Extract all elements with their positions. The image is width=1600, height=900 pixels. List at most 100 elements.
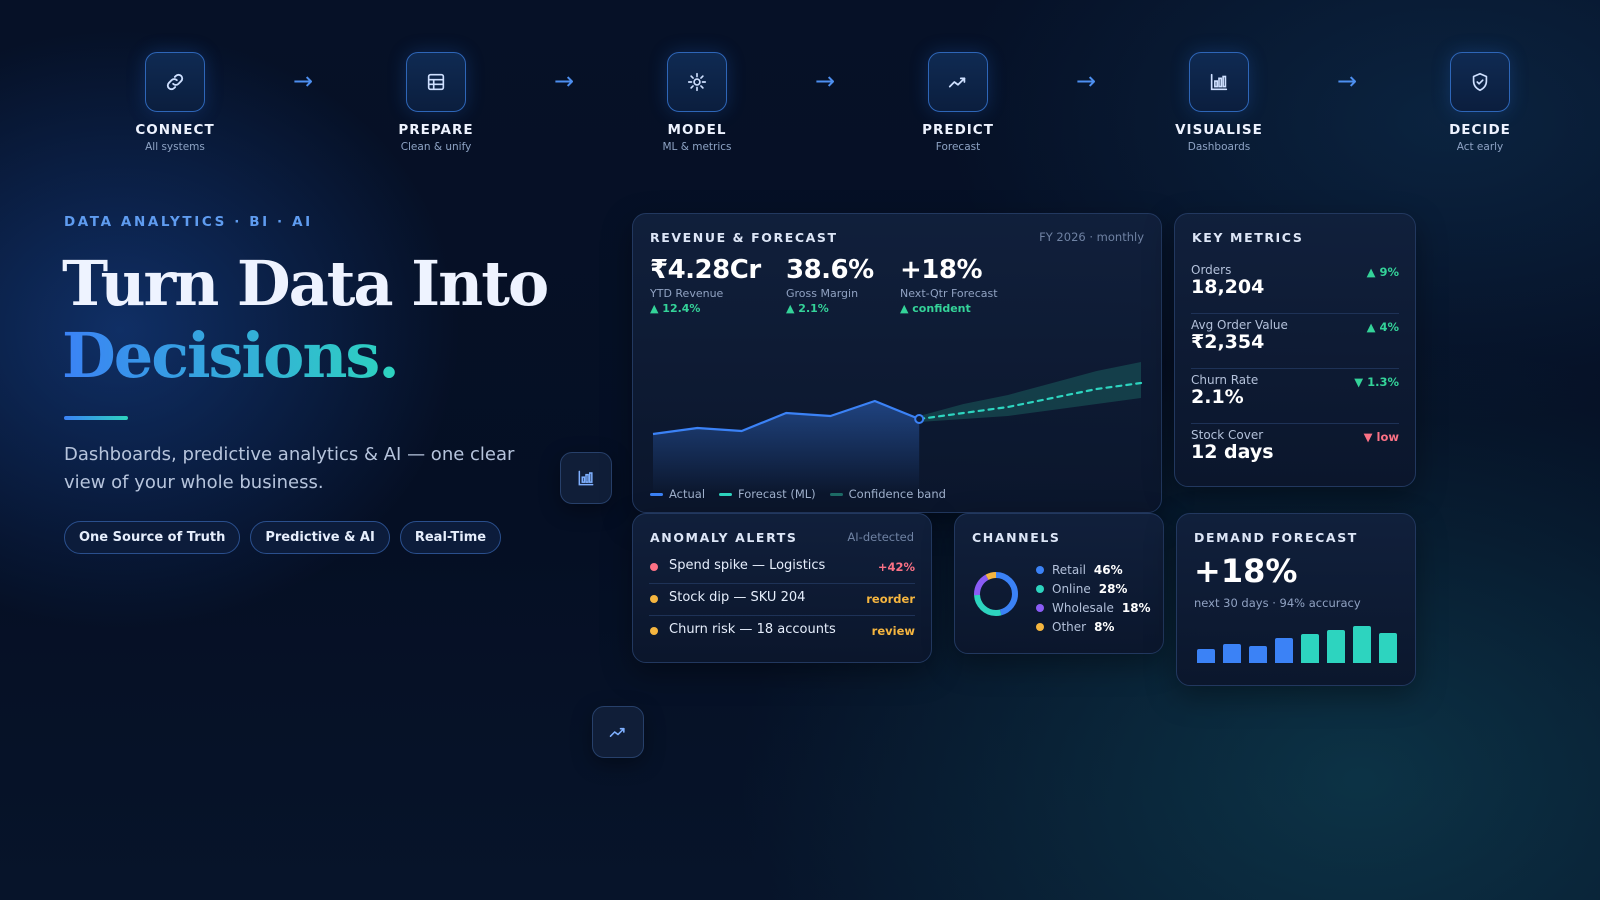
metric-value: ₹2,354 bbox=[1191, 331, 1265, 353]
demand-forecast-card: DEMAND FORECAST +18% next 30 days · 94% … bbox=[1176, 513, 1416, 686]
step-sub: Dashboards bbox=[1187, 141, 1251, 153]
stat-next-qtr-forecast: +18% Next-Qtr Forecast ▲ confident bbox=[900, 254, 998, 315]
bar-chart-icon bbox=[1210, 73, 1228, 91]
step-model[interactable]: MODEL ML & metrics bbox=[627, 52, 767, 153]
step-connect[interactable]: CONNECT All systems bbox=[105, 52, 245, 153]
step-prepare[interactable]: PREPARE Clean & unify bbox=[366, 52, 506, 153]
channel-name: Retail bbox=[1052, 562, 1086, 577]
channel-share: 28% bbox=[1098, 581, 1128, 596]
demand-bar bbox=[1249, 646, 1267, 663]
floating-chart-button[interactable] bbox=[560, 452, 612, 504]
channel-swatch bbox=[1036, 584, 1044, 593]
floating-trend-button[interactable] bbox=[592, 706, 644, 758]
table-icon bbox=[427, 73, 445, 91]
stat-value: 38.6% bbox=[786, 255, 874, 285]
stat-delta: ▲ confident bbox=[900, 302, 971, 315]
key-metrics-card: KEY METRICS Orders 18,204 ▲ 9% Avg Order… bbox=[1174, 213, 1416, 487]
step-prepare-tile[interactable] bbox=[406, 52, 466, 112]
metric-delta: ▲ 4% bbox=[1366, 320, 1399, 334]
arrow-icon: → bbox=[554, 67, 575, 95]
alert-tag: +42% bbox=[877, 560, 915, 574]
demand-bar bbox=[1197, 649, 1215, 663]
card-title: REVENUE & FORECAST bbox=[650, 230, 838, 245]
card-meta: FY 2026 · monthly bbox=[1039, 230, 1144, 244]
demand-bar bbox=[1301, 634, 1319, 663]
alert-item[interactable]: Churn risk — 18 accounts review bbox=[649, 616, 915, 648]
channel-swatch bbox=[1036, 603, 1044, 612]
step-visualise-tile[interactable] bbox=[1189, 52, 1249, 112]
actual-line bbox=[652, 399, 920, 436]
metric-value: 12 days bbox=[1191, 441, 1274, 463]
stat-ytd-revenue: ₹4.28Cr YTD Revenue ▲ 12.4% bbox=[650, 254, 761, 315]
step-model-tile[interactable] bbox=[667, 52, 727, 112]
donut-slice bbox=[974, 572, 1018, 616]
step-label: DECIDE bbox=[1449, 122, 1511, 138]
pill-predictive-ai[interactable]: Predictive & AI bbox=[250, 521, 390, 554]
legend-actual: Actual bbox=[650, 487, 705, 501]
eyebrow: DATA ANALYTICS · BI · AI bbox=[64, 214, 313, 230]
channel-share: 8% bbox=[1094, 619, 1115, 634]
feature-pills: One Source of Truth Predictive & AI Real… bbox=[64, 521, 502, 554]
shield-check-icon bbox=[1472, 72, 1488, 92]
actual-area bbox=[653, 401, 920, 494]
channel-name: Wholesale bbox=[1052, 600, 1114, 615]
demand-value: +18% bbox=[1194, 552, 1298, 590]
channel-wholesale: Wholesale 18% bbox=[1036, 598, 1151, 617]
channels-list: Retail 46% Online 28% Wholesale 18% Other 8% bbox=[1036, 560, 1151, 636]
step-sub: All systems bbox=[145, 141, 205, 153]
step-label: CONNECT bbox=[135, 122, 215, 138]
pill-real-time[interactable]: Real-Time bbox=[399, 521, 502, 554]
step-label: PREPARE bbox=[398, 122, 474, 138]
metric-churn-rate: Churn Rate 2.1% ▼ 1.3% bbox=[1191, 369, 1399, 424]
step-decide[interactable]: DECIDE Act early bbox=[1410, 52, 1550, 153]
step-predict[interactable]: PREDICT Forecast bbox=[888, 52, 1028, 153]
card-title: KEY METRICS bbox=[1192, 230, 1304, 245]
alert-item[interactable]: Stock dip — SKU 204 reorder bbox=[649, 584, 915, 616]
alert-dot bbox=[650, 595, 658, 603]
alert-text: Stock dip — SKU 204 bbox=[669, 590, 806, 605]
metric-delta: ▲ 9% bbox=[1366, 265, 1399, 279]
channel-swatch bbox=[1036, 622, 1044, 631]
channel-share: 18% bbox=[1121, 600, 1151, 615]
metric-delta: ▼ low bbox=[1363, 430, 1399, 444]
alert-text: Churn risk — 18 accounts bbox=[669, 622, 836, 637]
revenue-line-chart bbox=[652, 362, 1143, 494]
step-decide-tile[interactable] bbox=[1450, 52, 1510, 112]
metric-label: Churn Rate bbox=[1191, 373, 1259, 387]
donut-slice bbox=[974, 572, 1018, 616]
metric-label: Orders bbox=[1191, 263, 1232, 277]
step-label: PREDICT bbox=[922, 122, 994, 138]
metric-value: 2.1% bbox=[1191, 386, 1244, 408]
confidence-band bbox=[919, 362, 1141, 422]
donut-slice bbox=[974, 572, 1018, 616]
step-predict-tile[interactable] bbox=[928, 52, 988, 112]
stat-label: YTD Revenue bbox=[650, 287, 724, 300]
stat-label: Gross Margin bbox=[786, 287, 859, 300]
headline: Turn Data Into Decisions. bbox=[62, 248, 549, 392]
stat-delta: ▲ 2.1% bbox=[786, 302, 829, 315]
alert-tag: reorder bbox=[866, 592, 915, 606]
gear-icon bbox=[687, 72, 707, 92]
step-label: VISUALISE bbox=[1175, 122, 1263, 138]
hero-description: Dashboards, predictive analytics & AI — … bbox=[64, 444, 515, 493]
demand-bar bbox=[1223, 644, 1241, 663]
demand-bar bbox=[1327, 630, 1345, 663]
stat-label: Next-Qtr Forecast bbox=[900, 287, 998, 300]
legend-label: Forecast (ML) bbox=[738, 487, 816, 501]
stat-value: ₹4.28Cr bbox=[650, 255, 761, 285]
legend-forecast: Forecast (ML) bbox=[719, 487, 816, 501]
chart-legend: Actual Forecast (ML) Confidence band bbox=[650, 487, 946, 501]
channels-donut bbox=[974, 572, 1018, 616]
channel-name: Other bbox=[1052, 619, 1087, 634]
step-sub: Clean & unify bbox=[400, 141, 472, 153]
stat-value: +18% bbox=[900, 255, 983, 285]
bar-chart-icon bbox=[578, 470, 594, 486]
channel-share: 46% bbox=[1093, 562, 1123, 577]
step-connect-tile[interactable] bbox=[145, 52, 205, 112]
alert-item[interactable]: Spend spike — Logistics +42% bbox=[649, 552, 915, 584]
card-meta: AI-detected bbox=[847, 530, 914, 544]
trend-icon bbox=[948, 77, 966, 88]
step-visualise[interactable]: VISUALISE Dashboards bbox=[1149, 52, 1289, 153]
pill-source-of-truth[interactable]: One Source of Truth bbox=[64, 521, 241, 554]
forecast-line bbox=[918, 381, 1143, 421]
